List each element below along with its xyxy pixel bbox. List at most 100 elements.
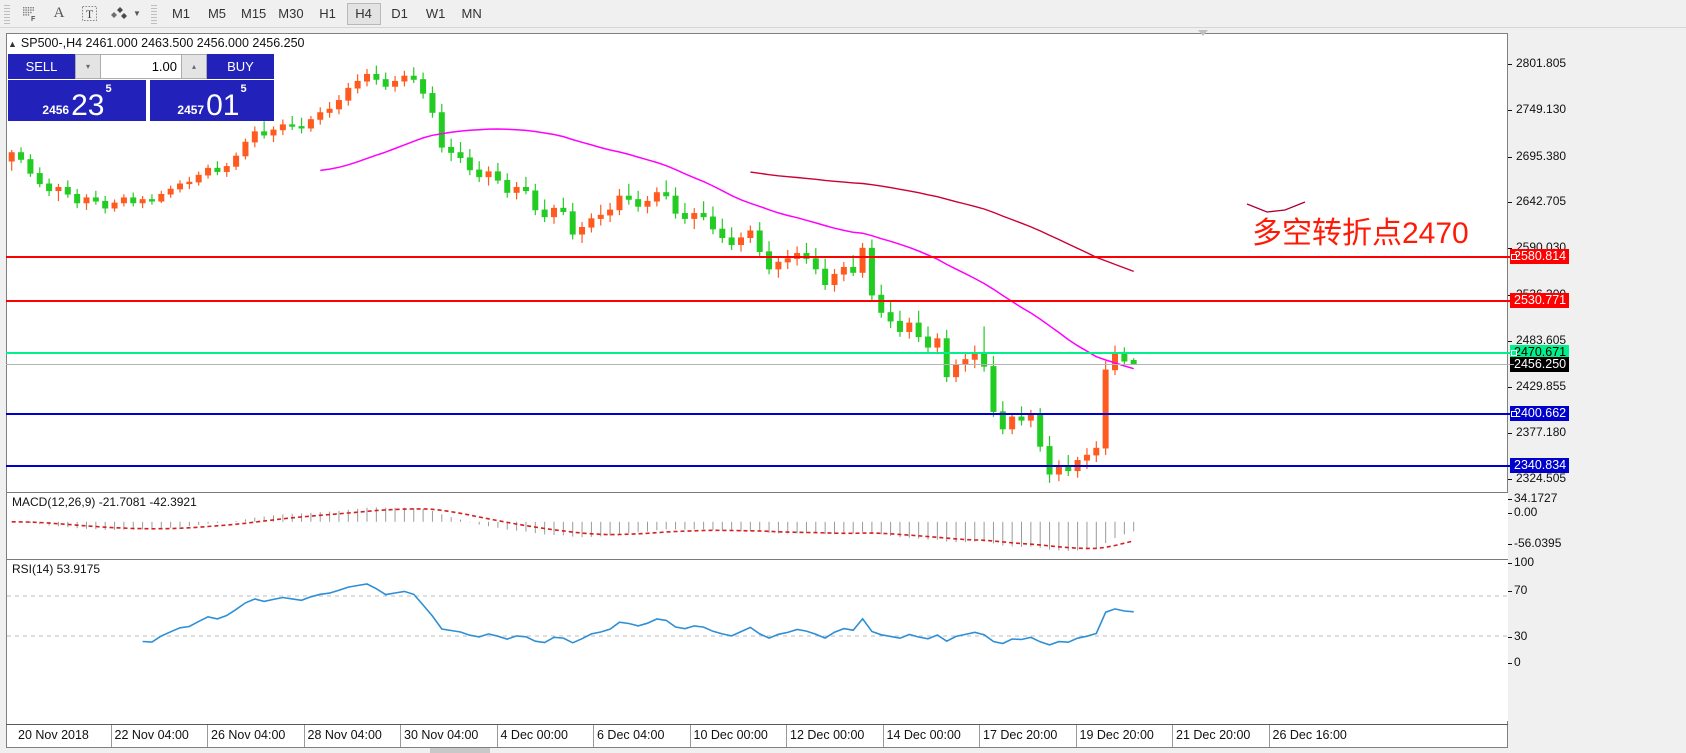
candlestick [803,242,810,264]
candlestick [532,183,539,216]
candlestick [550,204,557,224]
indicator-tick-mark [1508,544,1512,545]
candlestick [794,246,801,266]
timeframe-m5[interactable]: M5 [207,6,227,21]
candlestick [92,190,99,205]
crosshair-f-icon[interactable]: F [14,1,44,27]
price-level-line-support-1[interactable] [6,410,1517,417]
candlestick [1027,409,1034,428]
candlestick [981,326,988,372]
buy-price-display[interactable]: 2457 01 5 [150,80,274,121]
text-a-icon[interactable]: A [53,5,65,21]
price-level-line-resistance-2[interactable] [6,299,1514,302]
time-tick-separator [496,725,498,747]
timeframe-w1[interactable]: W1 [425,6,446,21]
candlestick [541,199,548,223]
candlestick [1009,413,1016,435]
candlestick [186,176,193,190]
timeframe-mn[interactable]: MN [461,6,482,21]
price-level-line-last-price[interactable] [6,364,1514,366]
candlestick [148,194,155,205]
candlestick [812,248,819,275]
symbol-ohlc-text: SP500-,H4 2461.000 2463.500 2456.000 245… [20,36,305,50]
candlestick [868,239,875,301]
rsi-label: RSI(14) 53.9175 [12,562,101,576]
candlestick [999,401,1006,435]
candlestick [410,67,417,83]
candlestick [382,72,389,90]
sell-price-display[interactable]: 2456 23 5 [8,80,146,121]
price-level-line-support-2[interactable] [6,464,1514,467]
objects-icon[interactable] [104,1,134,27]
buy-button[interactable]: BUY [207,54,274,79]
toolbar-grip-1[interactable] [3,2,12,25]
candlestick [850,255,857,276]
price-tick-label: 2324.505 [1516,471,1567,485]
horizontal-scrollbar-handle[interactable] [430,748,490,753]
price-tick-label: 2801.805 [1516,56,1567,70]
level-anchor-handle[interactable] [1511,410,1517,417]
price-level-label-pivot-line: 2470.671 [1510,344,1570,360]
rsi-scale-100: 100 [1514,555,1535,569]
candlestick [560,197,567,216]
price-level-line-pivot-line[interactable] [6,349,1517,356]
candlestick [644,195,651,214]
timeframe-h4[interactable]: H4 [346,2,381,25]
candlestick [737,232,744,252]
timeframe-h1[interactable]: H1 [319,6,336,21]
time-tick-separator [1075,725,1077,747]
svg-text:T: T [85,7,93,21]
price-axis[interactable]: 2801.805 2749.130 2695.380 2642.705 2590.030… [1508,33,1686,748]
price-tick-mark [1508,340,1512,342]
level-anchor-handle[interactable] [1511,349,1517,356]
timeframe-m1[interactable]: M1 [171,6,191,21]
objects-dropdown-icon[interactable]: ▼ [133,9,141,18]
collapse-icon[interactable]: ▲ [8,39,17,49]
timeframe-d1[interactable]: D1 [391,6,408,21]
oct-top-row: SELL ▾ 1.00 ▴ BUY [8,54,274,79]
timeframe-m15[interactable]: M15 [241,6,267,21]
candlestick [1046,435,1053,483]
price-tick-label: 2429.855 [1516,379,1567,394]
candlestick [223,162,230,177]
candlestick [896,310,903,337]
price-level-label-resistance-1: 2580.814 [1510,249,1570,265]
candlestick [887,302,894,329]
candlestick [363,69,370,87]
volume-input[interactable]: 1.00 [101,54,181,79]
time-tick-label: 12 Dec 00:00 [790,728,865,742]
macd-scale-zero: 0.00 [1514,505,1538,519]
timeframe-m30[interactable]: M30 [278,6,304,21]
candlestick [177,180,184,193]
level-anchor-handle[interactable] [1511,254,1517,261]
candlestick [1074,456,1081,478]
time-axis[interactable]: 20 Nov 2018 22 Nov 04:00 26 Nov 04:00 28 No… [6,724,1508,748]
sell-price-fraction: 5 [105,83,112,95]
candlestick [420,72,427,99]
toolbar-grip-2[interactable] [150,2,159,25]
candlestick [1055,460,1062,482]
macd-signal-line [11,508,1134,550]
candlestick [971,345,978,369]
time-tick-label: 30 Nov 04:00 [404,728,479,742]
sell-button[interactable]: SELL [8,54,75,79]
candlestick [597,204,604,226]
time-tick-label: 14 Dec 00:00 [886,728,961,742]
candlestick [522,176,529,195]
volume-decrement-button[interactable]: ▾ [75,54,101,79]
time-tick-label: 10 Dec 00:00 [693,728,768,742]
candlestick [728,227,735,250]
price-tick-mark [1508,387,1512,389]
candlestick [438,103,445,153]
toolbar: F A T ▼ M1 M5 M15 M30 H1 H4 D1 W1 MN [0,0,1686,28]
volume-increment-button[interactable]: ▴ [181,54,207,79]
buy-price-fraction: 5 [240,83,247,95]
one-click-trading-panel[interactable]: SELL ▾ 1.00 ▴ BUY 2456 23 5 2457 01 5 [8,54,274,121]
candlestick [831,269,838,292]
price-level-line-resistance-1[interactable] [6,254,1517,261]
candlestick [700,201,707,221]
time-tick-label: 17 Dec 20:00 [983,728,1058,742]
text-label-icon[interactable]: T [74,1,104,27]
rsi-scale-0: 0 [1514,655,1521,669]
annotation-text: 多空转折点2470 [1252,217,1469,250]
